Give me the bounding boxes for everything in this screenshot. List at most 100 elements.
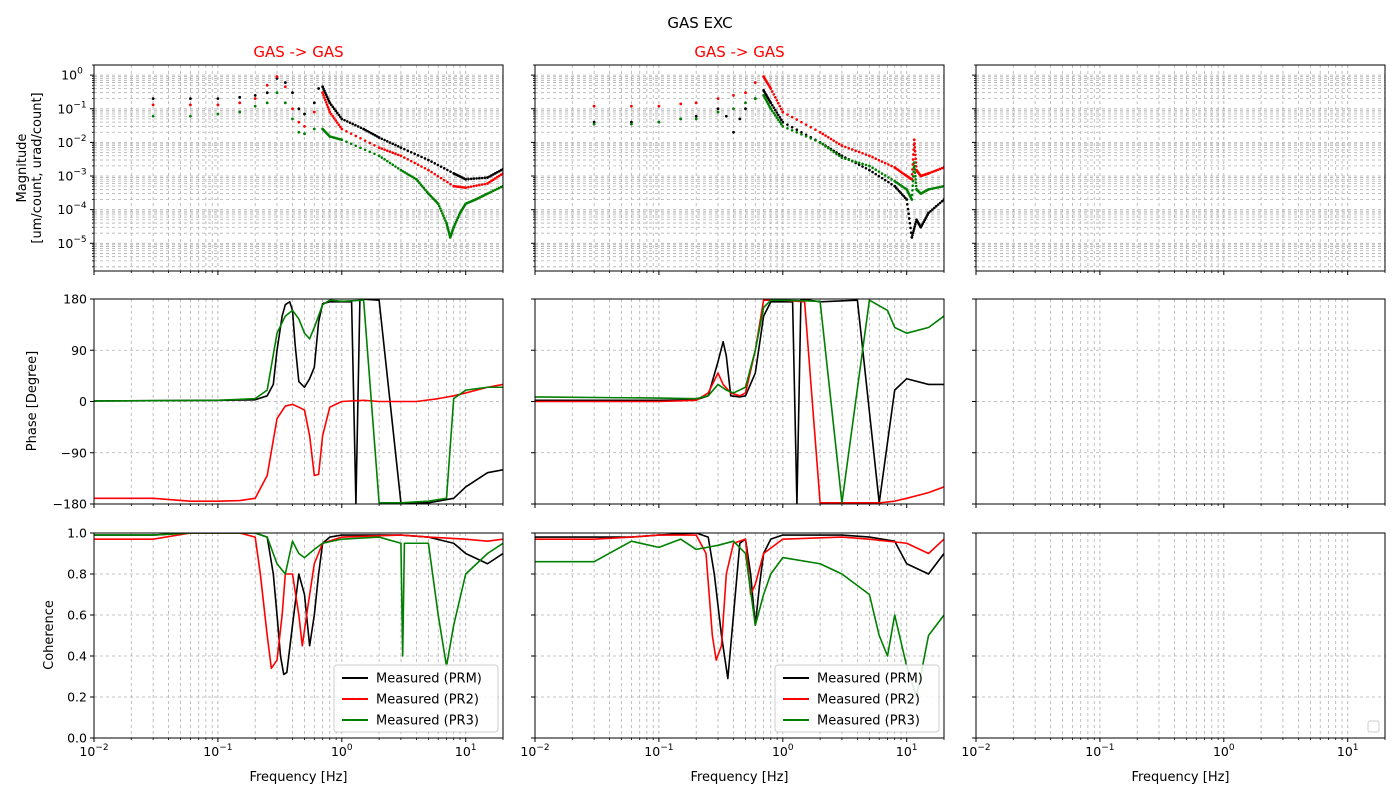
magnitude-point	[868, 154, 871, 158]
magnitude-point	[380, 147, 384, 150]
magnitude-point	[497, 186, 501, 190]
y-axis-label-phase: Phase [Degree]	[25, 351, 40, 451]
series-pr2-magnitude	[151, 75, 503, 190]
magnitude-point	[912, 153, 915, 156]
magnitude-point	[373, 143, 376, 147]
magnitude-point	[422, 186, 426, 190]
magnitude-point	[857, 163, 861, 167]
magnitude-point	[443, 216, 446, 220]
magnitude-point	[385, 149, 389, 152]
magnitude-point	[778, 116, 782, 119]
magnitude-point	[694, 101, 698, 105]
magnitude-point	[786, 113, 789, 116]
magnitude-point	[359, 146, 362, 150]
magnitude-point	[493, 177, 497, 180]
magnitude-point	[265, 91, 269, 95]
magnitude-point	[340, 117, 344, 121]
magnitude-point	[238, 95, 242, 99]
magnitude-point	[472, 184, 476, 188]
y-tick-label: 100	[61, 67, 83, 83]
magnitude-point	[488, 180, 491, 184]
grid	[534, 64, 945, 271]
series-prm-magnitude	[592, 89, 944, 239]
magnitude-point	[829, 148, 833, 152]
magnitude-point	[189, 103, 192, 107]
magnitude-point	[418, 181, 421, 185]
magnitude-point	[772, 111, 776, 115]
magnitude-point	[427, 168, 430, 172]
magnitude-point	[657, 120, 661, 124]
subplot-coherence-col2: 10−2 10−1 100 101 Frequency [Hz]	[520, 532, 945, 785]
magnitude-point	[826, 135, 830, 139]
magnitude-point	[877, 170, 881, 173]
column-title: GAS -> GAS	[694, 43, 784, 61]
magnitude-point	[773, 96, 777, 99]
magnitude-point	[914, 157, 917, 161]
y-tick-label: −90	[61, 445, 87, 460]
magnitude-point	[897, 189, 901, 193]
magnitude-point	[396, 167, 400, 170]
magnitude-point	[716, 107, 720, 111]
magnitude-point	[439, 165, 443, 168]
magnitude-point	[864, 163, 868, 167]
magnitude-point	[857, 161, 861, 165]
magnitude-point	[440, 209, 443, 213]
plot-area	[94, 65, 503, 271]
axes-frame	[93, 532, 504, 739]
x-tick-label: 100	[1213, 743, 1235, 759]
magnitude-point	[786, 127, 789, 130]
magnitude-point	[911, 158, 915, 161]
magnitude-point	[475, 177, 478, 180]
magnitude-point	[312, 101, 316, 105]
magnitude-point	[854, 160, 857, 164]
magnitude-point	[469, 177, 473, 181]
magnitude-point	[441, 212, 444, 215]
magnitude-point	[363, 139, 367, 142]
magnitude-point	[773, 108, 777, 112]
magnitude-point	[328, 110, 332, 114]
magnitude-point	[933, 206, 936, 210]
magnitude-point	[826, 146, 830, 150]
magnitude-point	[883, 178, 887, 182]
magnitude-point	[472, 177, 476, 180]
series-pr2-coherence	[94, 533, 503, 670]
magnitude-point	[345, 120, 349, 123]
magnitude-point	[444, 219, 447, 222]
magnitude-point	[383, 148, 386, 151]
magnitude-point	[495, 187, 499, 191]
magnitude-point	[331, 105, 335, 109]
magnitude-point	[795, 131, 799, 134]
subplot-phase-col3	[972, 298, 1386, 508]
magnitude-point	[809, 137, 813, 140]
magnitude-point	[436, 202, 440, 206]
magnitude-point	[800, 133, 803, 136]
magnitude-point	[467, 177, 470, 181]
magnitude-point	[449, 170, 452, 173]
x-axis-label: Frequency [Hz]	[249, 770, 347, 785]
magnitude-point	[340, 138, 344, 142]
x-tick-label: 100	[331, 743, 353, 759]
magnitude-point	[499, 173, 503, 176]
magnitude-point	[829, 137, 833, 141]
legend-box	[333, 664, 499, 733]
magnitude-point	[189, 97, 192, 101]
magnitude-point	[349, 142, 353, 146]
magnitude-point	[433, 162, 437, 165]
magnitude-point	[795, 118, 799, 121]
magnitude-point	[406, 158, 410, 161]
magnitude-point	[857, 150, 861, 154]
magnitude-point	[334, 109, 338, 113]
magnitude-point	[317, 87, 321, 90]
magnitude-point	[403, 147, 406, 151]
magnitude-point	[325, 103, 329, 107]
subplot-phase-col2	[531, 298, 945, 508]
plot-area	[535, 65, 944, 271]
y-tick-label: 0.2	[67, 690, 87, 705]
magnitude-point	[776, 118, 780, 122]
magnitude-point	[464, 177, 468, 181]
series-pr3-coherence	[535, 538, 944, 698]
magnitude-point	[868, 164, 871, 168]
magnitude-point	[413, 152, 416, 156]
magnitude-point	[899, 191, 902, 195]
